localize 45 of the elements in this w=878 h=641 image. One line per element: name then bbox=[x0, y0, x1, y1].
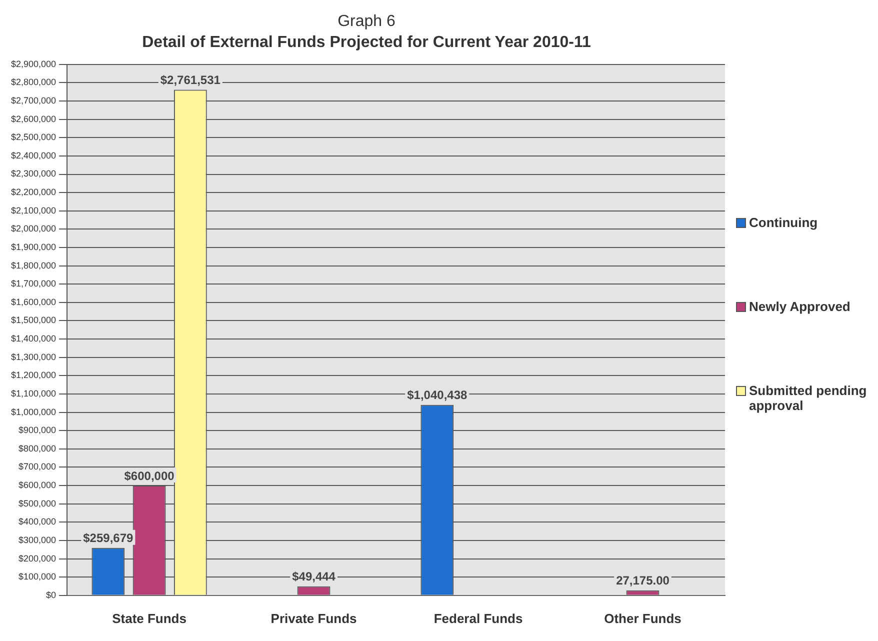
data-label: 27,175.00 bbox=[616, 574, 670, 588]
y-tick-label: $2,500,000 bbox=[10, 132, 56, 142]
y-tick-label: $300,000 bbox=[18, 534, 56, 545]
legend-label: Submitted pending approval bbox=[749, 383, 868, 413]
y-tick-label: $700,000 bbox=[18, 462, 56, 472]
data-label: $2,761,531 bbox=[160, 73, 221, 88]
y-tick-label: $2,700,000 bbox=[10, 96, 56, 106]
y-tick-label: $2,600,000 bbox=[10, 114, 56, 124]
y-tick-label: $1,000,000 bbox=[10, 406, 56, 417]
x-tick-label: Other Funds bbox=[604, 610, 682, 626]
y-tick-label: $600,000 bbox=[18, 480, 56, 490]
data-label: $49,444 bbox=[292, 570, 336, 584]
y-tick-label: $1,500,000 bbox=[10, 315, 56, 326]
chart-subtitle: Detail of External Funds Projected for Current Year 2010-11 bbox=[142, 34, 591, 52]
legend-label: Continuing bbox=[749, 215, 818, 230]
y-tick-label: $1,200,000 bbox=[10, 370, 56, 380]
y-tick-label: $2,000,000 bbox=[10, 224, 56, 234]
y-tick-label: $2,300,000 bbox=[10, 168, 56, 179]
legend-label: Newly Approved bbox=[749, 299, 850, 314]
y-tick-label: $400,000 bbox=[18, 516, 56, 527]
y-tick-label: $1,600,000 bbox=[10, 296, 56, 307]
y-tick-label: $800,000 bbox=[18, 443, 56, 454]
y-tick-label: $0 bbox=[46, 590, 56, 600]
data-label: $1,040,438 bbox=[407, 388, 468, 402]
y-tick-label: $2,400,000 bbox=[10, 150, 56, 160]
y-tick-label: $1,100,000 bbox=[10, 388, 56, 398]
y-tick-label: $1,900,000 bbox=[10, 242, 56, 252]
chart-title: Graph 6 bbox=[338, 13, 396, 30]
y-tick-label: $1,300,000 bbox=[10, 352, 56, 362]
y-tick-label: $200,000 bbox=[18, 553, 56, 564]
y-tick-label: $2,900,000 bbox=[10, 58, 56, 69]
x-tick-label: State Funds bbox=[112, 610, 186, 626]
y-tick-label: $2,100,000 bbox=[10, 205, 56, 216]
y-tick-label: $1,800,000 bbox=[10, 260, 56, 270]
y-tick-label: $100,000 bbox=[18, 572, 56, 582]
y-tick-label: $2,800,000 bbox=[10, 77, 56, 88]
y-tick-label: $1,700,000 bbox=[10, 278, 56, 289]
y-tick-label: $900,000 bbox=[18, 425, 56, 436]
x-tick-label: Private Funds bbox=[270, 610, 357, 626]
y-tick-label: $500,000 bbox=[18, 498, 56, 508]
data-label: $259,679 bbox=[83, 531, 134, 546]
y-tick-label: $2,200,000 bbox=[10, 187, 56, 198]
y-tick-label: $1,400,000 bbox=[10, 334, 56, 344]
x-tick-label: Federal Funds bbox=[434, 610, 523, 626]
data-label: $600,000 bbox=[124, 468, 175, 483]
